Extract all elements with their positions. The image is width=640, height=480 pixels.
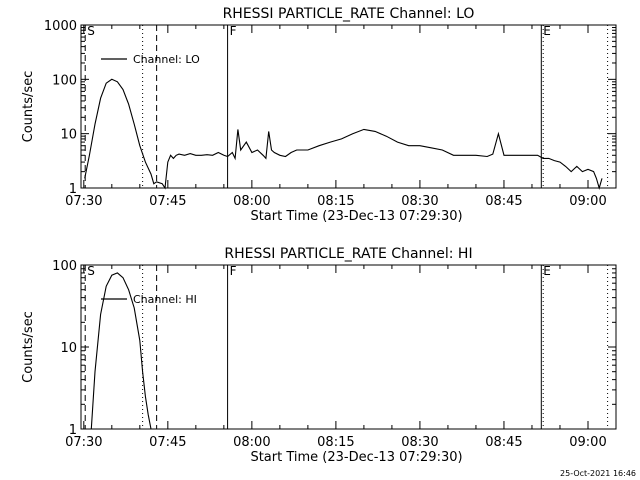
- x-tick-label: 07:30: [65, 435, 102, 450]
- y-axis-label: Counts/sec: [21, 311, 36, 383]
- plot-frame: [80, 264, 617, 430]
- series-line: [84, 78, 603, 190]
- y-tick-label: 1000: [44, 19, 77, 34]
- x-tick-label: 08:45: [485, 435, 522, 450]
- y-tick-label: 100: [52, 73, 77, 88]
- x-tick-label: 09:00: [569, 435, 606, 450]
- x-tick-label: 08:15: [317, 435, 354, 450]
- event-marker-label: E: [543, 264, 551, 278]
- hi-channel-panel: RHESSI PARTICLE_RATE Channel: HI 1 10 100 07…: [21, 246, 617, 465]
- x-tick-label: 08:30: [401, 194, 438, 209]
- series-line: [90, 272, 152, 430]
- lo-channel-panel: RHESSI PARTICLE_RATE Channel: LO 1 10 100 10…: [21, 6, 617, 224]
- x-tick-label: 09:00: [569, 194, 606, 209]
- event-marker-label: F: [230, 264, 237, 278]
- x-tick-label: 07:45: [149, 194, 186, 209]
- x-tick-label: 08:00: [233, 194, 270, 209]
- y-tick-label: 10: [60, 128, 77, 143]
- x-tick-label: 08:00: [233, 435, 270, 450]
- x-tick-label: 08:15: [317, 194, 354, 209]
- x-axis-label: Start Time (23-Dec-13 07:29:30): [250, 450, 462, 465]
- event-marker-label: S: [87, 24, 95, 38]
- legend-label: Channel: HI: [133, 293, 197, 306]
- chart-title: RHESSI PARTICLE_RATE Channel: LO: [223, 6, 475, 22]
- y-tick-label: 1: [69, 423, 77, 438]
- x-tick-label: 07:45: [149, 435, 186, 450]
- x-tick-label: 08:30: [401, 435, 438, 450]
- chart-title: RHESSI PARTICLE_RATE Channel: HI: [224, 246, 472, 262]
- x-axis-label: Start Time (23-Dec-13 07:29:30): [250, 209, 462, 224]
- y-tick-label: 100: [52, 259, 77, 274]
- x-tick-label: 08:45: [485, 194, 522, 209]
- x-tick-label: 07:30: [65, 194, 102, 209]
- legend-label: Channel: LO: [133, 53, 200, 66]
- event-marker-label: S: [87, 264, 95, 278]
- y-axis-label: Counts/sec: [21, 71, 36, 143]
- footer-timestamp: 25-Oct-2021 16:46: [560, 469, 636, 478]
- y-tick-label: 1: [69, 182, 77, 197]
- plot-frame: [80, 24, 617, 189]
- event-marker-label: F: [230, 24, 237, 38]
- y-tick-label: 10: [60, 341, 77, 356]
- event-marker-label: E: [543, 24, 551, 38]
